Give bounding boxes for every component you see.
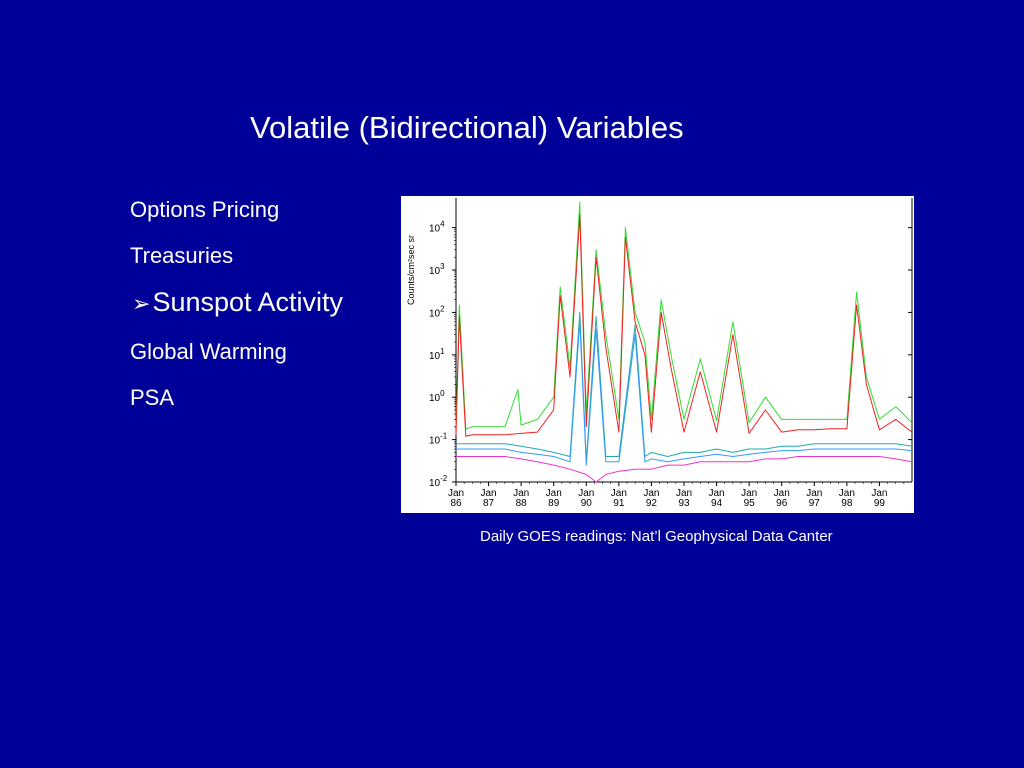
x-tick-label-year: 95 [744, 498, 756, 509]
series-line-2 [456, 311, 913, 463]
bullet-label: Sunspot Activity [152, 287, 344, 317]
bullet-label: Global Warming [130, 339, 287, 364]
x-tick-label-year: 94 [711, 498, 723, 509]
x-tick-label-month: Jan [513, 488, 529, 499]
bullet-label: Options Pricing [130, 197, 280, 222]
y-tick-label: 101 [429, 347, 445, 362]
bullet-list: Options Pricing Treasuries ➢Sunspot Acti… [130, 196, 343, 430]
x-tick-label-year: 93 [678, 498, 690, 509]
y-tick-label: 10-1 [429, 432, 448, 447]
x-tick-label-month: Jan [741, 488, 757, 499]
x-tick-label-year: 90 [581, 498, 593, 509]
x-tick-label-year: 92 [646, 498, 658, 509]
x-tick-label-month: Jan [806, 488, 822, 499]
x-tick-label-year: 96 [776, 498, 788, 509]
x-tick-label-year: 98 [841, 498, 853, 509]
x-tick-label-month: Jan [611, 488, 627, 499]
y-tick-label: 10-2 [429, 474, 448, 489]
x-tick-label-month: Jan [546, 488, 562, 499]
bullet-treasuries: Treasuries [130, 242, 343, 288]
x-tick-label-month: Jan [448, 488, 464, 499]
y-tick-label: 104 [429, 220, 445, 235]
chart-caption: Daily GOES readings: Nat’l Geophysical D… [480, 528, 833, 545]
x-tick-label-month: Jan [709, 488, 725, 499]
bullet-label: Treasuries [130, 243, 234, 268]
x-tick-label-month: Jan [871, 488, 887, 499]
x-tick-label-year: 88 [516, 498, 528, 509]
x-tick-label-month: Jan [774, 488, 790, 499]
bullet-label: PSA [130, 385, 175, 410]
bullet-options-pricing: Options Pricing [130, 196, 343, 242]
x-tick-label-year: 89 [548, 498, 560, 509]
bullet-sunspot-activity: ➢Sunspot Activity [132, 288, 343, 338]
slide-title: Volatile (Bidirectional) Variables [250, 110, 684, 145]
x-tick-label-year: 91 [613, 498, 625, 509]
x-tick-label-year: 99 [874, 498, 886, 509]
y-tick-label: 102 [429, 304, 445, 319]
bullet-psa: PSA [130, 384, 343, 430]
series-line-1 [455, 214, 913, 437]
x-tick-label-month: Jan [643, 488, 659, 499]
series-line-3 [456, 321, 913, 466]
bullet-global-warming: Global Warming [130, 338, 343, 384]
x-tick-label-year: 87 [483, 498, 495, 509]
y-tick-label: 103 [429, 262, 445, 277]
arrow-bullet-icon: ➢ [132, 291, 151, 316]
x-tick-label-month: Jan [839, 488, 855, 499]
x-tick-label-month: Jan [676, 488, 692, 499]
x-tick-label-month: Jan [481, 488, 497, 499]
goes-chart-svg: 10-210-1100101102103104Jan86Jan87Jan88Ja… [406, 198, 913, 509]
x-tick-label-month: Jan [578, 488, 594, 499]
goes-chart: 10-2 10-1 100 101 102 103 104 Jan 86 Jan 87 Jan 88 Ja… [401, 196, 914, 513]
series-line-0 [455, 201, 913, 430]
y-tick-label: 100 [429, 389, 445, 404]
y-axis-label: Counts/cm²sec sr [406, 235, 416, 305]
x-tick-label-year: 86 [450, 498, 462, 509]
x-tick-label-year: 97 [809, 498, 821, 509]
series-line-4 [456, 456, 913, 483]
